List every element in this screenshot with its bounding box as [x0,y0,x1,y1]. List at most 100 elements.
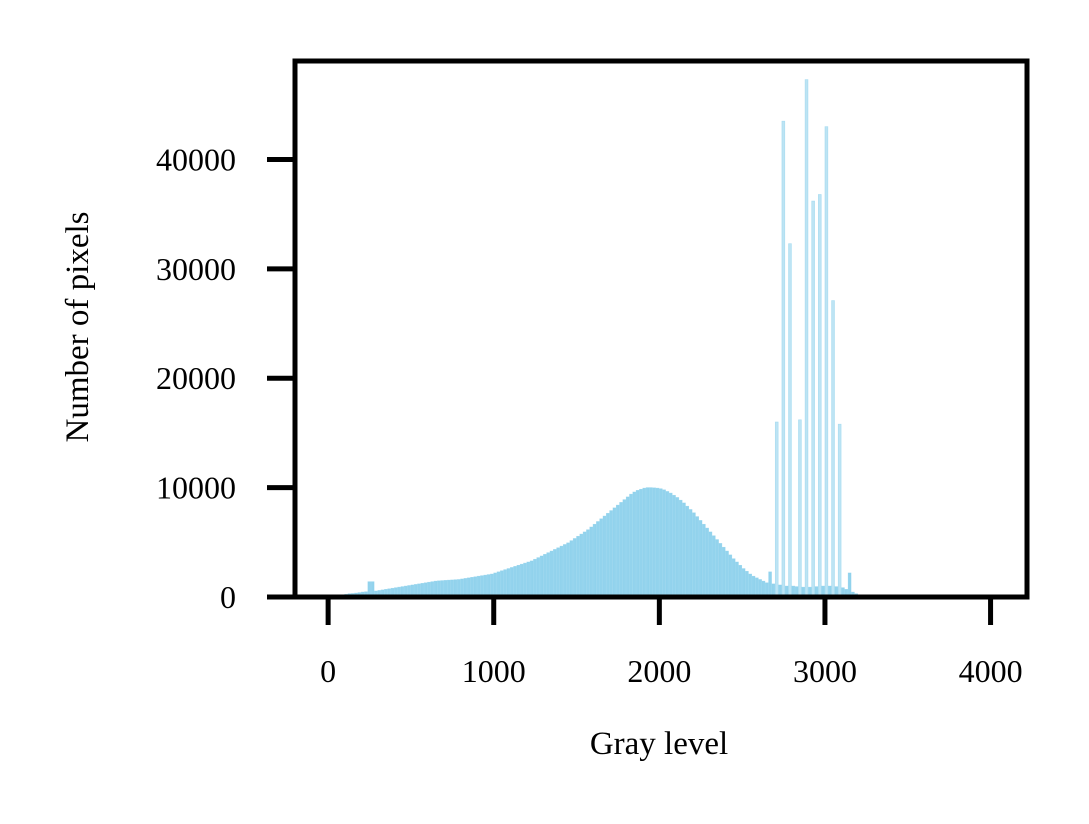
histogram-bar [629,493,633,598]
histogram-bar [473,576,478,598]
histogram-bar [460,578,464,598]
histogram-bar [586,529,590,598]
histogram-bar [831,300,835,598]
plot-frame [292,58,1030,600]
histogram-bar [818,194,822,598]
histogram-bar [602,515,607,598]
histogram-bar [725,550,729,598]
histogram-bar [678,499,683,598]
histogram-bar [675,497,680,598]
histogram-bar [768,571,772,598]
histogram-bar [645,487,650,598]
histogram-bar [751,575,756,598]
histogram-bar [589,526,593,598]
histogram-bar [774,421,779,598]
histogram-bar [688,509,693,598]
histogram-bar [539,555,544,598]
histogram-bar [755,577,759,598]
histogram-bar [745,570,749,598]
histogram-bar [668,492,673,598]
histogram-bar [649,487,653,598]
y-axis-ticks: 0 10000 20000 30000 40000 [156,141,295,615]
histogram-bar [705,527,709,598]
histogram-bar [490,573,494,598]
histogram-bar [599,518,603,598]
histogram-bar [639,488,643,598]
histogram-bar [758,579,762,598]
histogram-bar [592,523,597,598]
histogram-bar [672,494,676,598]
histogram-bar [496,571,501,598]
histogram-bar [576,535,580,598]
histogram-bar [543,554,547,598]
histogram-bar [625,496,630,598]
histogram-bar [622,499,627,598]
histogram-bar [712,535,716,598]
histogram-bar [606,513,610,598]
histogram-bar [516,564,521,598]
y-tick-label: 30000 [156,251,236,287]
histogram-bar [662,489,666,598]
y-tick-label: 40000 [156,141,236,177]
histogram-bar [685,505,690,598]
histogram-bar [738,564,743,598]
histogram-bar [847,572,852,598]
histogram-bar [453,579,458,598]
histogram-bar [728,554,733,598]
histogram-bar [702,523,706,598]
histogram-bar [748,573,752,598]
histogram-bar [615,504,620,598]
histogram-bar [566,542,570,598]
histogram-bar [619,502,623,598]
x-tick-label: 2000 [627,653,691,689]
histogram-bar [609,510,613,598]
histogram-bar [519,563,524,598]
histogram-bar [493,572,497,598]
x-axis-ticks: 0 1000 2000 3000 4000 [320,597,1023,689]
histogram-bar [811,200,815,598]
histogram-bar [549,550,554,598]
histogram-bar [837,423,842,598]
x-tick-label: 0 [320,653,336,689]
x-tick-label: 3000 [793,653,857,689]
histogram-bar [470,577,474,598]
histogram-bar [682,502,686,598]
histogram-bar [569,540,574,598]
histogram-bars [331,79,895,598]
histogram-bar [556,547,560,598]
histogram-bar [559,545,564,598]
histogram-bar [798,419,802,598]
histogram-bar [781,120,786,598]
histogram-bar [579,533,584,598]
y-tick-label: 20000 [156,360,236,396]
y-tick-label: 10000 [156,470,236,506]
histogram-bar [659,488,663,598]
histogram-bar [509,567,514,598]
x-tick-label: 1000 [462,653,526,689]
histogram-bar [635,490,640,598]
histogram-bar [486,574,491,598]
histogram-bar [450,579,454,598]
histogram-bar [480,575,484,598]
histogram-bar [529,560,534,598]
histogram-bar [715,539,719,598]
histogram-bar [503,569,507,598]
histogram-bar [596,521,600,598]
histogram-bar [824,126,829,598]
histogram-bar [483,574,488,598]
histogram-bar [632,491,637,598]
histogram-bar [642,487,646,598]
histogram-bar [523,562,527,598]
histogram-bar [536,557,541,598]
histogram-bar [735,561,739,598]
histogram-bar [463,578,468,598]
histogram-bar [698,520,703,598]
histogram-bar [513,566,517,598]
histogram-bar [476,575,481,598]
y-tick-label: 0 [220,579,236,615]
histogram-bar [456,579,461,598]
histogram-bar [788,243,792,598]
histogram-bar [708,531,713,598]
histogram-bar [731,558,736,598]
